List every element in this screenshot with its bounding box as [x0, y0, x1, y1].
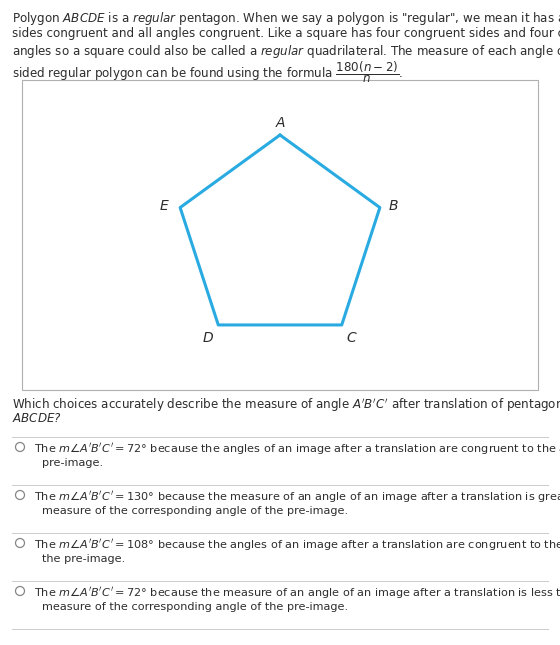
- Text: C: C: [347, 331, 357, 345]
- Text: E: E: [160, 199, 169, 213]
- Text: measure of the corresponding angle of the pre-image.: measure of the corresponding angle of th…: [42, 602, 348, 611]
- Text: A: A: [276, 116, 284, 130]
- Text: sided regular polygon can be found using the formula $\dfrac{180(n-2)}{n}$.: sided regular polygon can be found using…: [12, 59, 403, 85]
- Text: the pre-image.: the pre-image.: [42, 553, 125, 564]
- Text: $\mathit{ABCDE}$?: $\mathit{ABCDE}$?: [12, 413, 62, 426]
- Text: Polygon $\mathit{ABCDE}$ is a $\mathit{regular}$ pentagon. When we say a polygon: Polygon $\mathit{ABCDE}$ is a $\mathit{r…: [12, 10, 560, 27]
- Text: pre-image.: pre-image.: [42, 457, 103, 468]
- Text: measure of the corresponding angle of the pre-image.: measure of the corresponding angle of th…: [42, 506, 348, 515]
- Text: D: D: [203, 331, 213, 345]
- Text: sides congruent and all angles congruent. Like a square has four congruent sides: sides congruent and all angles congruent…: [12, 26, 560, 39]
- Text: The $m\angle A'B'C' = 130°$ because the measure of an angle of an image after a : The $m\angle A'B'C' = 130°$ because the …: [34, 489, 560, 504]
- Bar: [22, 80, 538, 390]
- Text: Which choices accurately describe the measure of angle $A'B'C'$ after translatio: Which choices accurately describe the me…: [12, 396, 560, 413]
- Text: angles so a square could also be called a $\mathit{regular}$ quadrilateral. The : angles so a square could also be called …: [12, 43, 560, 60]
- Text: The $m\angle A'B'C' = 72°$ because the measure of an angle of an image after a t: The $m\angle A'B'C' = 72°$ because the m…: [34, 585, 560, 600]
- Text: The $m\angle A'B'C' = 72°$ because the angles of an image after a translation ar: The $m\angle A'B'C' = 72°$ because the a…: [34, 441, 560, 456]
- Text: The $m\angle A'B'C' = 108°$ because the angles of an image after a translation a: The $m\angle A'B'C' = 108°$ because the …: [34, 537, 560, 552]
- Text: B: B: [389, 199, 399, 213]
